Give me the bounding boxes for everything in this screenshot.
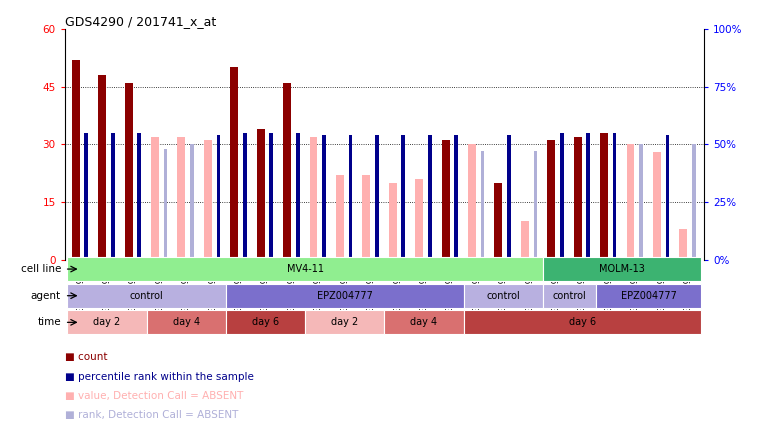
Text: cell line: cell line xyxy=(21,264,61,274)
Bar xyxy=(543,284,596,308)
Bar xyxy=(349,135,352,260)
Bar xyxy=(692,144,696,260)
Bar xyxy=(626,144,635,260)
Bar xyxy=(384,310,463,334)
Bar xyxy=(533,151,537,260)
Text: control: control xyxy=(129,291,164,301)
Text: day 2: day 2 xyxy=(94,317,120,327)
Bar xyxy=(547,140,556,260)
Bar xyxy=(463,284,543,308)
Text: control: control xyxy=(552,291,586,301)
Bar xyxy=(305,310,384,334)
Bar xyxy=(67,257,543,281)
Bar xyxy=(600,133,608,260)
Bar xyxy=(177,137,186,260)
Bar xyxy=(543,257,702,281)
Bar xyxy=(243,133,247,260)
Bar xyxy=(639,144,643,260)
Bar xyxy=(454,135,458,260)
Bar xyxy=(190,144,194,260)
Text: day 4: day 4 xyxy=(410,317,438,327)
Bar xyxy=(402,135,405,260)
Bar xyxy=(574,137,581,260)
Bar xyxy=(269,133,273,260)
Text: day 6: day 6 xyxy=(252,317,279,327)
Bar xyxy=(521,221,529,260)
Bar xyxy=(204,140,212,260)
Bar xyxy=(111,133,115,260)
Bar xyxy=(98,75,106,260)
Bar xyxy=(428,135,431,260)
Bar xyxy=(362,175,371,260)
Bar xyxy=(495,183,502,260)
Bar xyxy=(481,151,485,260)
Bar xyxy=(613,133,616,260)
Bar xyxy=(226,310,305,334)
Bar xyxy=(375,135,379,260)
Bar xyxy=(587,133,590,260)
Bar xyxy=(125,83,132,260)
Bar xyxy=(653,152,661,260)
Text: ■ percentile rank within the sample: ■ percentile rank within the sample xyxy=(65,372,253,381)
Bar xyxy=(151,137,159,260)
Bar xyxy=(596,284,702,308)
Bar xyxy=(468,144,476,260)
Bar xyxy=(217,135,220,260)
Bar xyxy=(256,129,265,260)
Bar xyxy=(560,133,564,260)
Bar xyxy=(67,310,147,334)
Bar xyxy=(507,135,511,260)
Bar xyxy=(416,179,423,260)
Bar xyxy=(84,133,88,260)
Text: day 2: day 2 xyxy=(331,317,358,327)
Text: ■ count: ■ count xyxy=(65,353,107,362)
Bar xyxy=(336,175,344,260)
Text: time: time xyxy=(37,317,61,327)
Bar xyxy=(310,137,317,260)
Bar xyxy=(226,284,463,308)
Bar xyxy=(680,229,687,260)
Text: ■ rank, Detection Call = ABSENT: ■ rank, Detection Call = ABSENT xyxy=(65,410,238,420)
Text: control: control xyxy=(486,291,520,301)
Text: GDS4290 / 201741_x_at: GDS4290 / 201741_x_at xyxy=(65,15,216,28)
Text: day 6: day 6 xyxy=(569,317,596,327)
Bar xyxy=(147,310,226,334)
Bar xyxy=(441,140,450,260)
Text: ■ value, Detection Call = ABSENT: ■ value, Detection Call = ABSENT xyxy=(65,391,243,400)
Bar xyxy=(389,183,396,260)
Bar xyxy=(137,133,141,260)
Text: EPZ004777: EPZ004777 xyxy=(620,291,677,301)
Bar xyxy=(164,149,167,260)
Bar xyxy=(72,59,80,260)
Bar xyxy=(463,310,702,334)
Bar xyxy=(67,284,226,308)
Bar xyxy=(231,67,238,260)
Bar xyxy=(666,135,670,260)
Bar xyxy=(296,133,300,260)
Bar xyxy=(322,135,326,260)
Text: MOLM-13: MOLM-13 xyxy=(599,264,645,274)
Text: MV4-11: MV4-11 xyxy=(287,264,323,274)
Bar xyxy=(283,83,291,260)
Text: EPZ004777: EPZ004777 xyxy=(317,291,373,301)
Text: day 4: day 4 xyxy=(173,317,199,327)
Text: agent: agent xyxy=(30,291,61,301)
